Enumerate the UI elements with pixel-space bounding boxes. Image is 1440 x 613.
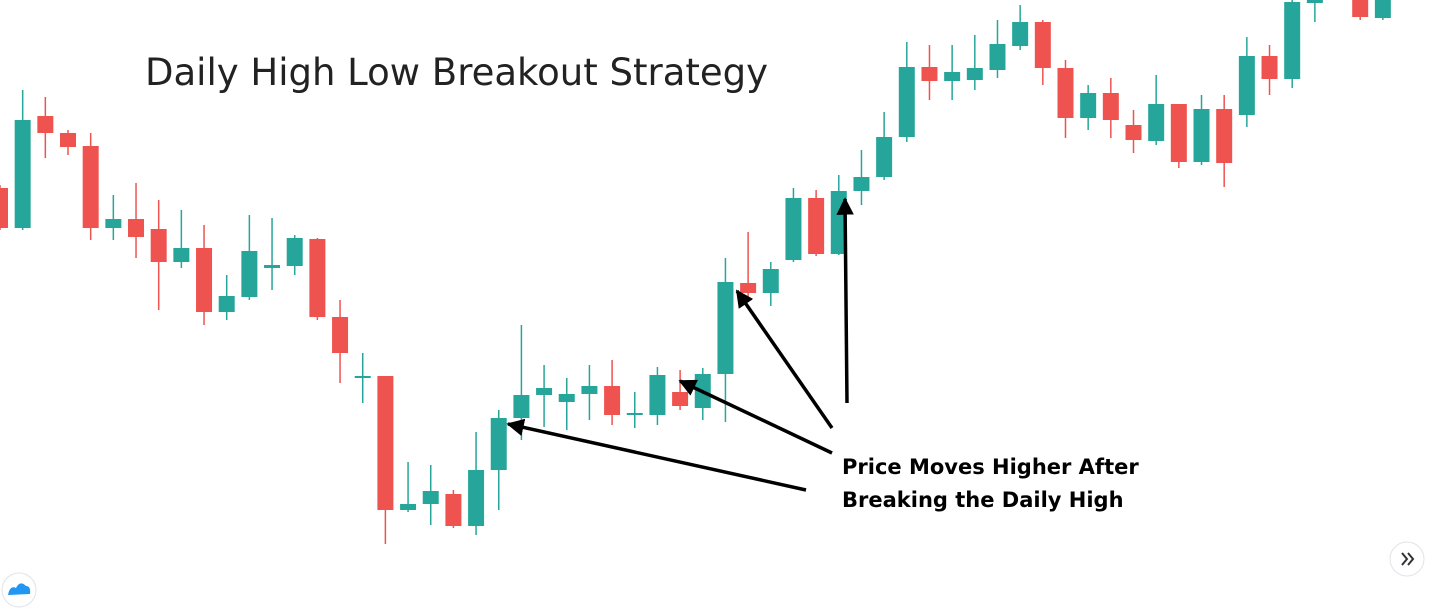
candle-body <box>1057 68 1074 118</box>
logo-icon <box>8 583 31 595</box>
candle-body <box>853 177 870 191</box>
candle-body <box>0 188 8 228</box>
candle-body <box>649 375 666 415</box>
candle-body <box>445 494 462 526</box>
chart-title: Daily High Low Breakout Strategy <box>145 51 768 94</box>
candle-body <box>1261 56 1278 79</box>
candle-body <box>1102 93 1119 120</box>
candle-body <box>558 394 575 402</box>
candle-body <box>785 198 802 260</box>
candle-body <box>717 282 734 374</box>
candle-body <box>128 219 145 237</box>
candle-body <box>490 418 507 470</box>
candle-body <box>1284 2 1301 79</box>
candle-body <box>332 317 349 353</box>
candle-body <box>1012 22 1029 46</box>
candle-body <box>989 44 1006 70</box>
candle-body <box>37 116 54 133</box>
arrow <box>506 418 807 492</box>
button-icon <box>1401 552 1415 566</box>
candle-body <box>1238 56 1255 115</box>
candle-body <box>400 504 417 510</box>
candle-body <box>422 491 439 504</box>
candle-body <box>1034 22 1051 68</box>
candle-body <box>468 470 485 526</box>
candle-body <box>1080 93 1097 118</box>
candle-body <box>150 229 167 262</box>
candle-body <box>876 137 893 177</box>
candle-body <box>377 376 394 510</box>
candle-body <box>536 388 553 395</box>
candle-body <box>60 133 77 147</box>
candle-body <box>286 238 303 266</box>
candle-body <box>241 251 258 297</box>
candle-body <box>82 146 99 228</box>
candle-body <box>1148 104 1165 141</box>
candles <box>0 0 1391 544</box>
candle-body <box>1374 0 1391 18</box>
candle-body <box>966 68 983 80</box>
annotation: Price Moves Higher After <box>842 455 1139 479</box>
candle-body <box>808 198 825 254</box>
candle-body <box>762 269 779 293</box>
candle-body <box>1170 104 1187 162</box>
annotation: Breaking the Daily High <box>842 488 1124 512</box>
candle-body <box>898 67 915 137</box>
candle-body <box>1193 109 1210 162</box>
candle-body <box>14 120 31 228</box>
candle-body <box>264 265 281 268</box>
candle-body <box>513 395 530 418</box>
candle-body <box>626 413 643 415</box>
scroll-button[interactable] <box>1389 541 1425 577</box>
candle-body <box>1216 109 1233 163</box>
candle-body <box>604 386 621 415</box>
candle-body <box>740 283 757 293</box>
candle-body <box>354 376 371 378</box>
candle-body <box>581 386 598 394</box>
arrow <box>735 289 834 429</box>
candle-body <box>196 248 213 312</box>
candle-body <box>1352 0 1369 17</box>
candle-body <box>944 72 961 81</box>
candle-body <box>309 239 326 317</box>
candle-body <box>218 296 235 312</box>
logo[interactable] <box>1 572 37 608</box>
candle-body <box>173 248 190 262</box>
candle-body <box>921 67 938 81</box>
arrow <box>678 379 833 455</box>
candle-body <box>672 392 689 406</box>
arrow <box>836 197 854 404</box>
arrows <box>506 197 854 492</box>
candle-body <box>1125 125 1142 140</box>
candle-body <box>1306 0 1323 3</box>
candle-body <box>105 219 122 228</box>
